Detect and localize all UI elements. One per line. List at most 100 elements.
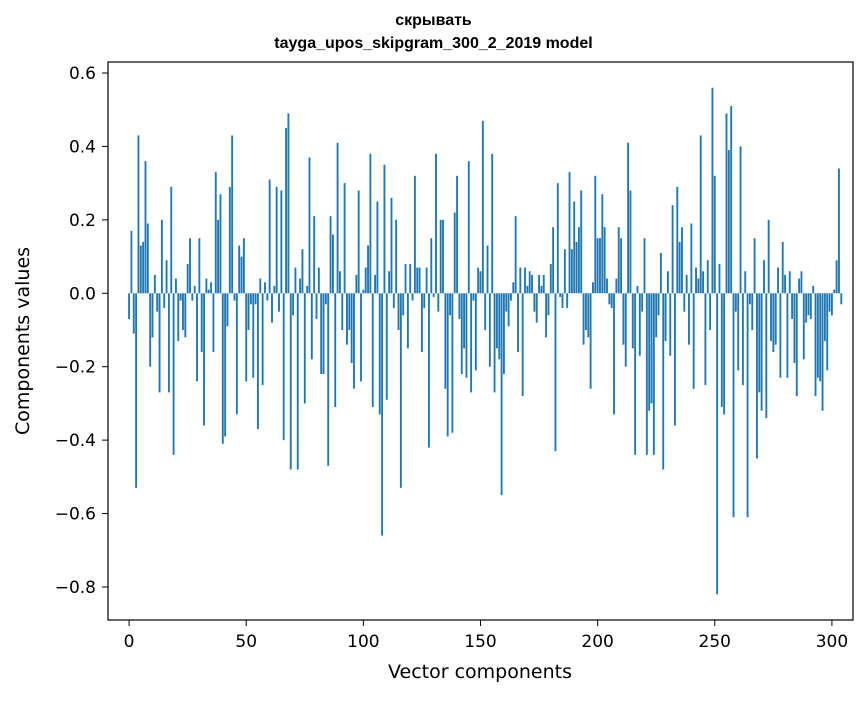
bar-28	[193, 285, 196, 294]
bar-27	[191, 293, 194, 301]
bar-199	[594, 175, 597, 294]
bar-43	[228, 186, 231, 294]
bar-157	[495, 293, 498, 349]
x-axis-label: Vector components	[388, 661, 572, 683]
bar-276	[774, 293, 777, 345]
y-tick-label: 0.0	[69, 284, 96, 304]
bar-225	[655, 293, 658, 338]
bar-70	[292, 293, 295, 316]
bar-302	[835, 260, 838, 294]
bar-96	[353, 293, 355, 389]
bar-262	[741, 293, 744, 386]
bar-112	[390, 197, 393, 294]
bar-196	[587, 293, 590, 338]
bar-244	[699, 135, 702, 294]
bar-9	[149, 293, 152, 367]
bar-215	[631, 293, 634, 349]
bar-173	[533, 293, 536, 312]
bar-111	[388, 271, 391, 294]
bar-105	[374, 274, 377, 294]
bar-101	[364, 267, 367, 294]
bar-247	[706, 260, 709, 294]
bar-166	[517, 293, 519, 353]
bar-243	[697, 278, 700, 294]
y-axis-label: Components values	[12, 247, 34, 435]
bar-181	[552, 227, 555, 294]
bar-151	[481, 120, 484, 294]
bar-94	[348, 293, 351, 330]
bar-41	[224, 293, 227, 437]
bar-64	[278, 293, 280, 312]
bar-62	[273, 285, 276, 294]
bar-236	[681, 227, 683, 294]
bar-252	[718, 263, 721, 294]
bar-78	[310, 293, 313, 360]
bar-45	[233, 293, 236, 301]
bar-118	[404, 263, 407, 294]
bar-221	[645, 293, 648, 455]
bar-201	[599, 238, 601, 294]
bar-217	[636, 285, 639, 294]
bar-69	[289, 293, 292, 470]
bar-284	[793, 293, 796, 364]
bar-103	[369, 153, 372, 294]
bar-32	[203, 293, 205, 426]
bar-130	[432, 293, 435, 297]
bar-39	[219, 194, 222, 294]
bar-249	[711, 87, 714, 294]
bar-239	[688, 293, 690, 345]
bar-34	[207, 289, 210, 294]
bar-188	[568, 172, 571, 294]
bar-107	[378, 293, 381, 415]
bar-113	[392, 293, 395, 308]
bar-169	[524, 267, 526, 294]
x-tick-label: 250	[699, 632, 731, 652]
bar-139	[453, 212, 456, 294]
bar-66	[282, 293, 285, 441]
bar-270	[760, 293, 763, 411]
bar-114	[395, 219, 398, 294]
bar-213	[627, 142, 630, 294]
bar-55	[257, 293, 259, 430]
bar-240	[690, 223, 693, 294]
bar-224	[652, 293, 655, 455]
bar-292	[812, 285, 815, 294]
bar-149	[477, 267, 480, 294]
bar-238	[685, 274, 688, 294]
bar-231	[669, 293, 672, 356]
bar-295	[819, 293, 822, 382]
bar-162	[507, 293, 510, 327]
bar-99	[360, 293, 362, 382]
bar-138	[451, 293, 454, 433]
bar-200	[596, 238, 599, 294]
y-tick-label: −0.8	[55, 578, 96, 598]
bar-293	[814, 293, 817, 397]
bar-51	[247, 293, 250, 330]
bar-153	[486, 245, 489, 294]
bar-291	[809, 293, 812, 319]
bar-35	[210, 282, 213, 294]
bar-202	[601, 194, 604, 294]
bar-159	[500, 293, 503, 496]
bar-11	[153, 274, 156, 294]
bar-150	[479, 271, 482, 294]
bar-85	[327, 293, 330, 466]
bar-83	[322, 293, 325, 375]
bar-189	[570, 249, 573, 294]
bar-33	[205, 278, 208, 294]
bar-82	[320, 293, 323, 375]
bar-152	[484, 293, 487, 330]
y-tick-label: 0.2	[69, 211, 96, 231]
bar-88	[334, 293, 337, 408]
bar-256	[727, 150, 730, 294]
bar-13	[158, 293, 161, 393]
bar-91	[341, 293, 344, 330]
bar-59	[266, 293, 269, 301]
bar-123	[416, 267, 419, 294]
bar-222	[648, 293, 651, 411]
bar-227	[659, 252, 662, 294]
bar-268	[756, 293, 758, 459]
y-tick-label: 0.4	[69, 137, 96, 157]
bar-260	[737, 293, 740, 371]
